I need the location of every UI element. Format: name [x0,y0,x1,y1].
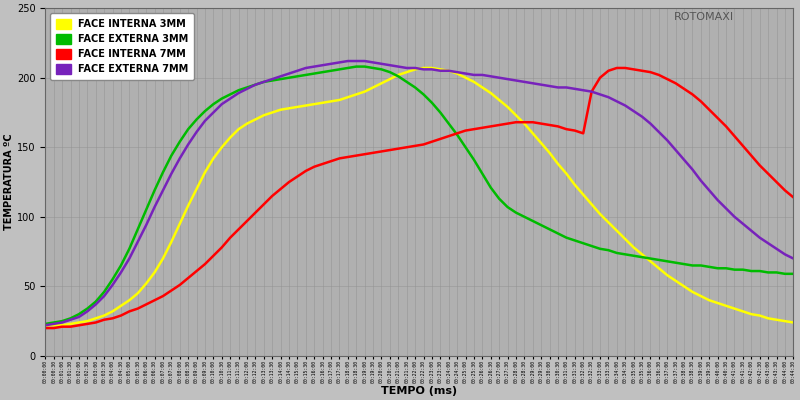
Line: FACE EXTERNA 7MM: FACE EXTERNA 7MM [46,61,794,325]
Text: ROTOMAXI: ROTOMAXI [674,12,734,22]
FACE EXTERNA 3MM [351,64,361,69]
FACE INTERNA 7MM [671,81,681,86]
X-axis label: TEMPO (ms): TEMPO (ms) [382,386,458,396]
FACE INTERNA 7MM [267,194,277,198]
FACE EXTERNA 7MM [570,86,580,91]
FACE EXTERNA 7MM [41,323,50,328]
FACE EXTERNA 3MM [570,238,580,243]
FACE EXTERNA 3MM [142,208,151,212]
FACE EXTERNA 3MM [688,263,698,268]
FACE INTERNA 3MM [789,320,798,325]
FACE INTERNA 7MM [688,92,698,97]
Line: FACE EXTERNA 3MM: FACE EXTERNA 3MM [46,66,794,324]
FACE INTERNA 7MM [41,326,50,330]
FACE INTERNA 3MM [267,110,277,115]
FACE EXTERNA 7MM [688,167,698,172]
FACE INTERNA 3MM [418,66,428,70]
Line: FACE INTERNA 7MM: FACE INTERNA 7MM [46,68,794,328]
FACE INTERNA 7MM [612,66,622,70]
FACE EXTERNA 7MM [789,256,798,261]
FACE INTERNA 3MM [688,290,698,294]
FACE EXTERNA 7MM [763,241,773,246]
FACE EXTERNA 3MM [763,270,773,275]
FACE INTERNA 3MM [41,323,50,328]
FACE EXTERNA 7MM [267,77,277,82]
FACE INTERNA 7MM [142,302,151,307]
FACE EXTERNA 3MM [671,260,681,265]
FACE INTERNA 7MM [562,127,571,132]
FACE INTERNA 3MM [142,281,151,286]
FACE INTERNA 3MM [671,278,681,283]
Legend: FACE INTERNA 3MM, FACE EXTERNA 3MM, FACE INTERNA 7MM, FACE EXTERNA 7MM: FACE INTERNA 3MM, FACE EXTERNA 3MM, FACE… [50,13,194,80]
FACE INTERNA 7MM [763,171,773,176]
FACE EXTERNA 3MM [267,78,277,83]
FACE INTERNA 3MM [570,182,580,187]
FACE EXTERNA 3MM [789,272,798,276]
FACE EXTERNA 7MM [343,59,353,64]
FACE INTERNA 7MM [789,195,798,200]
FACE EXTERNA 3MM [41,322,50,326]
FACE EXTERNA 7MM [671,148,681,152]
Line: FACE INTERNA 3MM: FACE INTERNA 3MM [46,68,794,325]
FACE EXTERNA 7MM [142,223,151,228]
Y-axis label: TEMPERATURA ºC: TEMPERATURA ºC [4,134,14,230]
FACE INTERNA 3MM [763,316,773,321]
